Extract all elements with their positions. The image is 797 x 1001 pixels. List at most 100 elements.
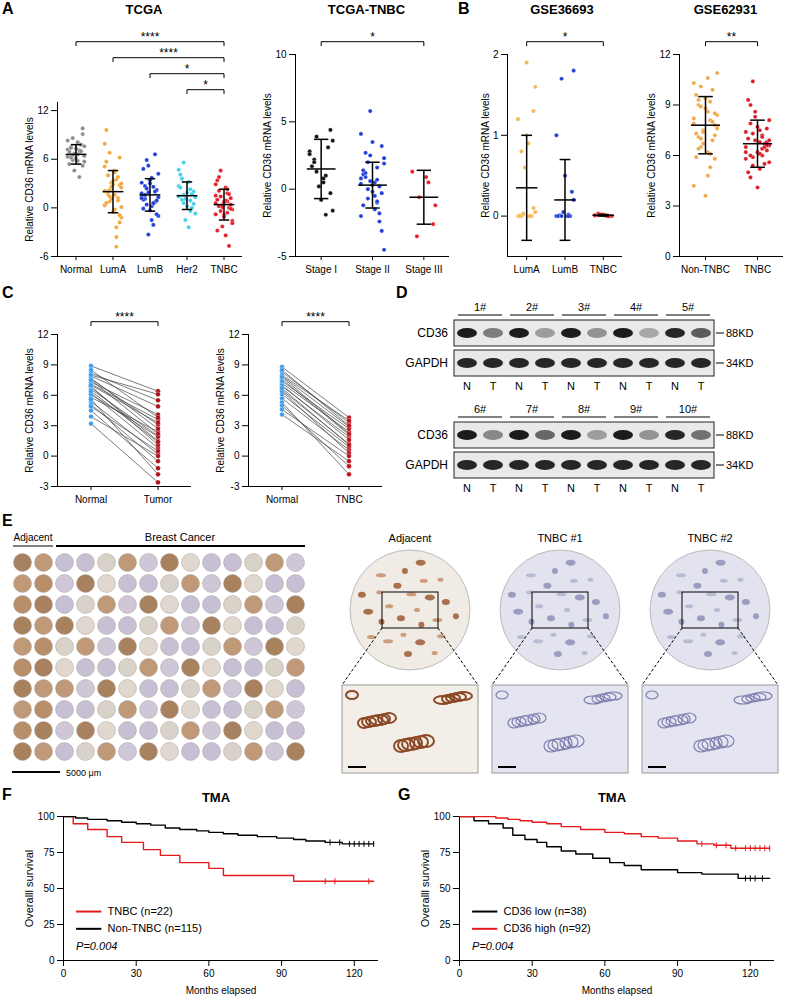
svg-text:0: 0	[445, 955, 451, 966]
svg-text:0: 0	[43, 450, 49, 461]
svg-text:N: N	[515, 380, 523, 392]
svg-text:9: 9	[234, 359, 240, 370]
svg-text:N: N	[567, 482, 575, 494]
svg-text:100: 100	[38, 811, 55, 822]
svg-text:Stage III: Stage III	[405, 264, 442, 275]
svg-text:T: T	[698, 482, 705, 494]
svg-text:1: 1	[493, 130, 499, 141]
svg-text:0: 0	[457, 968, 463, 979]
svg-text:2: 2	[493, 49, 499, 60]
svg-text:****: ****	[306, 310, 325, 324]
svg-text:*: *	[203, 78, 208, 92]
svg-text:0: 0	[43, 202, 49, 213]
svg-text:6: 6	[43, 153, 49, 164]
svg-text:10#: 10#	[679, 403, 698, 415]
svg-text:CD36 high (n=92): CD36 high (n=92)	[504, 922, 591, 934]
svg-text:Relative CD36 mRNA levels: Relative CD36 mRNA levels	[24, 117, 35, 242]
svg-text:TNBC: TNBC	[590, 264, 617, 275]
svg-text:0: 0	[493, 210, 499, 221]
svg-text:12: 12	[228, 329, 240, 340]
svg-text:Non-TNBC: Non-TNBC	[681, 264, 730, 275]
svg-text:0: 0	[234, 450, 240, 461]
svg-text:10: 10	[275, 49, 287, 60]
svg-text:3: 3	[234, 420, 240, 431]
svg-text:P=0.004: P=0.004	[76, 940, 117, 952]
svg-text:****: ****	[141, 30, 160, 44]
svg-text:Stage I: Stage I	[305, 264, 337, 275]
svg-text:25: 25	[439, 919, 451, 930]
svg-text:T: T	[646, 380, 653, 392]
svg-text:N: N	[515, 482, 523, 494]
svg-text:Relative CD36 mRNA levels: Relative CD36 mRNA levels	[646, 93, 657, 218]
svg-text:LumB: LumB	[552, 264, 578, 275]
svg-text:Relative CD36 mRNA levels: Relative CD36 mRNA levels	[480, 93, 491, 218]
svg-text:Normal: Normal	[60, 264, 92, 275]
svg-text:3: 3	[43, 420, 49, 431]
svg-text:120: 120	[742, 968, 759, 979]
svg-text:0: 0	[49, 955, 55, 966]
svg-text:60: 60	[203, 968, 215, 979]
svg-text:34KD: 34KD	[726, 459, 754, 471]
svg-text:Overalll survival: Overalll survival	[419, 850, 431, 928]
svg-text:6#: 6#	[474, 403, 487, 415]
svg-text:7#: 7#	[526, 403, 539, 415]
svg-text:N: N	[463, 482, 471, 494]
svg-text:T: T	[594, 380, 601, 392]
svg-text:N: N	[463, 380, 471, 392]
svg-text:50: 50	[43, 883, 55, 894]
svg-text:50: 50	[439, 883, 451, 894]
svg-text:3: 3	[665, 200, 671, 211]
svg-text:P=0.004: P=0.004	[472, 940, 513, 952]
svg-text:GAPDH: GAPDH	[405, 458, 448, 472]
svg-text:8#: 8#	[578, 403, 591, 415]
svg-text:12: 12	[37, 329, 49, 340]
svg-text:CD36: CD36	[417, 428, 448, 442]
svg-text:Adjacent: Adjacent	[389, 532, 432, 544]
svg-text:TNBC: TNBC	[744, 264, 771, 275]
svg-text:Breast Cancer: Breast Cancer	[145, 531, 216, 543]
svg-text:Months elapsed: Months elapsed	[582, 985, 653, 996]
svg-text:Relative CD36 mRNA levels: Relative CD36 mRNA levels	[24, 348, 35, 473]
svg-text:Non-TNBC (n=115): Non-TNBC (n=115)	[108, 922, 202, 934]
svg-text:120: 120	[346, 968, 363, 979]
svg-text:-6: -6	[40, 251, 49, 262]
svg-text:T: T	[646, 482, 653, 494]
svg-text:TNBC #1: TNBC #1	[537, 532, 582, 544]
svg-text:T: T	[594, 482, 601, 494]
svg-text:*: *	[185, 62, 190, 76]
svg-text:60: 60	[599, 968, 611, 979]
svg-text:N: N	[567, 380, 575, 392]
svg-text:****: ****	[159, 46, 178, 60]
svg-text:CD36 low (n=38): CD36 low (n=38)	[504, 905, 587, 917]
svg-text:12: 12	[659, 49, 671, 60]
svg-text:Normal: Normal	[266, 494, 298, 505]
svg-text:0: 0	[61, 968, 67, 979]
svg-text:34KD: 34KD	[726, 357, 754, 369]
svg-text:Adjacent: Adjacent	[14, 532, 53, 543]
svg-text:-3: -3	[40, 481, 49, 492]
svg-text:Normal: Normal	[75, 494, 107, 505]
svg-text:4#: 4#	[630, 301, 643, 313]
svg-text:9: 9	[43, 359, 49, 370]
svg-text:9#: 9#	[630, 403, 643, 415]
svg-text:TNBC #2: TNBC #2	[687, 532, 732, 544]
svg-text:Overalll survival: Overalll survival	[23, 850, 35, 928]
svg-text:88KD: 88KD	[726, 429, 754, 441]
svg-text:100: 100	[434, 811, 451, 822]
svg-text:6: 6	[234, 390, 240, 401]
svg-text:25: 25	[43, 919, 55, 930]
svg-text:75: 75	[43, 847, 55, 858]
svg-text:Months elapsed: Months elapsed	[186, 985, 257, 996]
svg-text:5#: 5#	[682, 301, 695, 313]
svg-text:T: T	[490, 482, 497, 494]
svg-text:90: 90	[672, 968, 684, 979]
svg-text:12: 12	[37, 105, 49, 116]
svg-text:1#: 1#	[474, 301, 487, 313]
svg-text:CD36: CD36	[417, 326, 448, 340]
svg-text:3#: 3#	[578, 301, 591, 313]
svg-text:****: ****	[115, 310, 134, 324]
svg-text:Stage II: Stage II	[355, 264, 389, 275]
svg-text:88KD: 88KD	[726, 327, 754, 339]
svg-text:T: T	[490, 380, 497, 392]
svg-text:LumB: LumB	[137, 264, 163, 275]
